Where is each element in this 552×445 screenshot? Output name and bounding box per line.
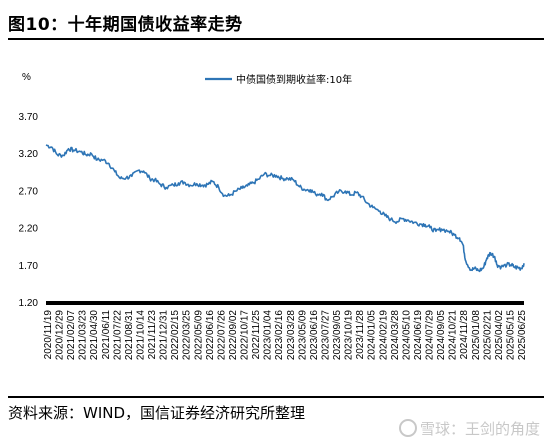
x-tick-label: 2024/02/19 — [378, 310, 389, 360]
x-tick-label: 2024/03/28 — [390, 310, 401, 360]
x-tick-label: 2025/02/21 — [482, 310, 493, 360]
y-tick-label: 1.20 — [19, 298, 39, 309]
x-tick-label: 2024/09/05 — [436, 310, 447, 360]
y-tick-label: 3.70 — [19, 112, 39, 123]
x-tick-label: 2023/01/04 — [263, 310, 274, 360]
x-tick-label: 2023/02/16 — [274, 310, 285, 360]
watermark-text: 雪球：王剑的角度 — [419, 420, 540, 438]
x-tick-label: 2025/06/25 — [517, 310, 528, 360]
x-tick-label: 2021/04/30 — [89, 310, 100, 360]
x-tick-label: 2023/06/16 — [309, 310, 320, 360]
y-tick-label: 2.20 — [19, 224, 39, 235]
legend-label: 中债国债到期收益率:10年 — [236, 73, 352, 86]
x-tick-label: 2024/10/21 — [448, 310, 459, 360]
x-tick-label: 2022/03/25 — [182, 310, 193, 360]
x-tick-label: 2022/09/02 — [228, 310, 239, 360]
x-tick-label: 2022/11/25 — [251, 310, 262, 360]
y-tick-label: 2.70 — [19, 186, 39, 197]
x-tick-label: 2022/07/26 — [216, 310, 227, 360]
x-tick-labels: 2020/11/19 2020/12/29 2021/02/07 2021/03/23… — [43, 310, 528, 360]
y-unit-label: % — [22, 72, 31, 83]
x-tick-label: 2022/10/17 — [240, 310, 251, 360]
x-tick-label: 2021/02/07 — [66, 310, 77, 360]
figure-title: 图10：十年期国债收益率走势 — [8, 15, 243, 35]
x-tick-label: 2024/05/10 — [401, 310, 412, 360]
x-tick-label: 2024/11/28 — [459, 310, 470, 360]
snowball-logo-icon — [398, 419, 417, 437]
x-tick-label: 2022/02/15 — [170, 310, 181, 360]
x-tick-label: 2023/11/28 — [355, 310, 366, 360]
x-tick-label: 2023/09/05 — [332, 310, 343, 360]
x-tick-label: 2021/08/31 — [124, 310, 135, 360]
x-tick-label: 2023/10/19 — [344, 310, 355, 360]
source-rule — [8, 396, 544, 398]
line-chart: 3.70 3.20 2.70 2.20 1.70 1.20 中债国债到期收益率:10年 %… — [19, 72, 528, 360]
x-tick-label: 2022/05/09 — [193, 310, 204, 360]
x-tick-label: 2021/12/31 — [159, 310, 170, 360]
title-rule — [8, 38, 544, 40]
x-tick-label: 2021/10/14 — [135, 310, 146, 360]
series-line-10y-yield — [45, 144, 525, 273]
x-tick-label: 2023/05/09 — [297, 310, 308, 360]
y-axis: 3.70 3.20 2.70 2.20 1.70 1.20 — [19, 112, 39, 309]
x-tick-label: 2025/01/08 — [471, 310, 482, 360]
x-tick-label: 2021/06/11 — [101, 310, 112, 360]
legend: 中债国债到期收益率:10年 — [205, 73, 352, 86]
x-tick-label: 2021/07/22 — [112, 310, 123, 360]
x-tick-label: 2020/11/19 — [43, 310, 54, 360]
y-tick-label: 1.70 — [19, 261, 39, 272]
x-axis — [46, 301, 524, 305]
x-tick-label: 2023/03/28 — [286, 310, 297, 360]
x-tick-label: 2024/01/05 — [367, 310, 378, 360]
source-note: 资料来源：WIND，国信证券经济研究所整理 — [8, 404, 306, 422]
x-tick-label: 2025/05/15 — [505, 310, 516, 360]
x-tick-label: 2022/06/16 — [205, 310, 216, 360]
x-tick-label: 2021/03/23 — [78, 310, 89, 360]
x-tick-label: 2020/12/29 — [55, 310, 66, 360]
y-tick-label: 3.20 — [19, 149, 39, 160]
x-tick-label: 2024/07/29 — [425, 310, 436, 360]
x-tick-label: 2021/11/23 — [147, 310, 158, 360]
x-tick-label: 2024/06/19 — [413, 310, 424, 360]
x-tick-label: 2025/04/02 — [494, 310, 505, 360]
x-tick-label: 2023/07/27 — [320, 310, 331, 360]
watermark: 雪球：王剑的角度 — [398, 418, 540, 439]
